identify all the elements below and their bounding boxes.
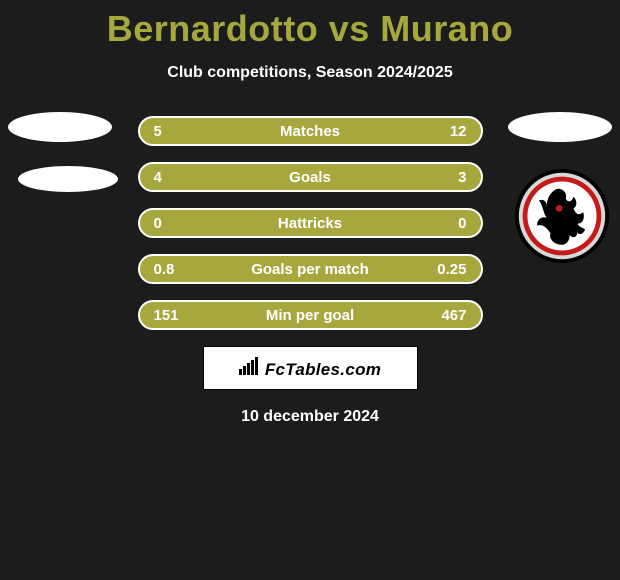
stat-row-goals: 4 Goals 3 <box>138 162 483 192</box>
date-text: 10 december 2024 <box>0 408 620 426</box>
stat-label: Hattricks <box>194 215 427 232</box>
stat-right: 3 <box>427 169 467 186</box>
brand-box: FcTables.com <box>203 346 418 390</box>
stat-right: 467 <box>427 307 467 324</box>
stat-left: 4 <box>154 169 194 186</box>
brand-text: FcTables.com <box>265 360 381 380</box>
stat-label: Goals <box>194 169 427 186</box>
club-badge <box>514 168 610 264</box>
stat-left: 0.8 <box>154 261 194 278</box>
stat-row-hattricks: 0 Hattricks 0 <box>138 208 483 238</box>
brand-bars-icon <box>239 357 261 380</box>
stat-right: 0.25 <box>427 261 467 278</box>
stat-left: 0 <box>154 215 194 232</box>
subtitle: Club competitions, Season 2024/2025 <box>0 64 620 82</box>
stat-left: 5 <box>154 123 194 140</box>
player-right-placeholder <box>508 112 612 142</box>
stat-row-matches: 5 Matches 12 <box>138 116 483 146</box>
player-left-placeholder-1 <box>8 112 112 142</box>
stat-label: Min per goal <box>194 307 427 324</box>
stat-row-min-per-goal: 151 Min per goal 467 <box>138 300 483 330</box>
stats-panel: 5 Matches 12 4 Goals 3 0 Hattricks 0 0.8… <box>0 116 620 426</box>
stat-rows: 5 Matches 12 4 Goals 3 0 Hattricks 0 0.8… <box>138 116 483 330</box>
stat-right: 12 <box>427 123 467 140</box>
stat-label: Goals per match <box>194 261 427 278</box>
player-left-placeholder-2 <box>18 166 118 192</box>
page-title: Bernardotto vs Murano <box>0 0 620 50</box>
stat-right: 0 <box>427 215 467 232</box>
stat-row-goals-per-match: 0.8 Goals per match 0.25 <box>138 254 483 284</box>
stat-left: 151 <box>154 307 194 324</box>
stat-label: Matches <box>194 123 427 140</box>
